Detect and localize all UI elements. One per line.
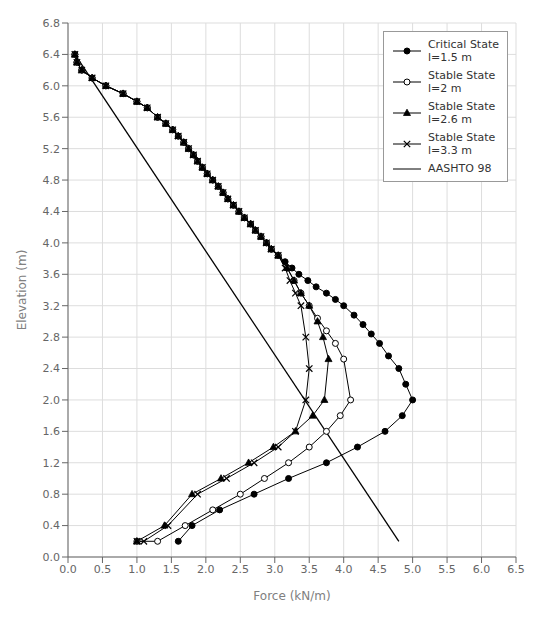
html-text:l=3.3 m: l=3.3 m <box>427 144 472 157</box>
html-text:Stable State: Stable State <box>427 69 496 82</box>
svg-text:2.5: 2.5 <box>232 563 250 576</box>
html-text:AASHTO 98: AASHTO 98 <box>427 162 492 175</box>
svg-text:2.8: 2.8 <box>43 331 61 344</box>
svg-text:5.2: 5.2 <box>43 143 61 156</box>
svg-text:0.4: 0.4 <box>43 519 61 532</box>
svg-text:6.8: 6.8 <box>43 17 61 30</box>
svg-text:6.0: 6.0 <box>43 80 61 93</box>
svg-text:4.5: 4.5 <box>369 563 387 576</box>
svg-text:3.0: 3.0 <box>266 563 284 576</box>
svg-text:4.0: 4.0 <box>43 237 61 250</box>
svg-text:Force (kN/m): Force (kN/m) <box>253 589 330 603</box>
svg-text:6.4: 6.4 <box>43 48 61 61</box>
svg-text:2.0: 2.0 <box>43 394 61 407</box>
svg-text:6.5: 6.5 <box>507 563 525 576</box>
svg-text:0.0: 0.0 <box>59 563 77 576</box>
svg-text:1.2: 1.2 <box>43 457 61 470</box>
svg-text:2.0: 2.0 <box>197 563 215 576</box>
svg-text:0.8: 0.8 <box>43 488 61 501</box>
html-text:l=1.5 m: l=1.5 m <box>427 51 472 64</box>
svg-text:2.4: 2.4 <box>43 362 61 375</box>
html-text:l=2 m: l=2 m <box>427 82 462 95</box>
svg-text:0.0: 0.0 <box>43 551 61 564</box>
svg-text:5.0: 5.0 <box>404 563 422 576</box>
svg-text:1.0: 1.0 <box>128 563 146 576</box>
svg-text:0.5: 0.5 <box>94 563 112 576</box>
svg-text:Elevation (m): Elevation (m) <box>15 250 29 331</box>
svg-text:4.0: 4.0 <box>335 563 353 576</box>
html-text:Stable State: Stable State <box>427 100 496 113</box>
svg-text:3.6: 3.6 <box>43 268 61 281</box>
svg-text:1.5: 1.5 <box>163 563 181 576</box>
html-text:Stable State: Stable State <box>427 131 496 144</box>
svg-text:1.6: 1.6 <box>43 425 61 438</box>
svg-text:4.8: 4.8 <box>43 174 61 187</box>
svg-text:3.5: 3.5 <box>300 563 318 576</box>
svg-text:4.4: 4.4 <box>43 205 61 218</box>
svg-text:5.5: 5.5 <box>438 563 456 576</box>
html-text:l=2.6 m: l=2.6 m <box>427 113 472 126</box>
svg-text:3.2: 3.2 <box>43 300 61 313</box>
html-text:Critical State: Critical State <box>427 38 499 51</box>
svg-text:6.0: 6.0 <box>473 563 491 576</box>
svg-text:5.6: 5.6 <box>43 111 61 124</box>
